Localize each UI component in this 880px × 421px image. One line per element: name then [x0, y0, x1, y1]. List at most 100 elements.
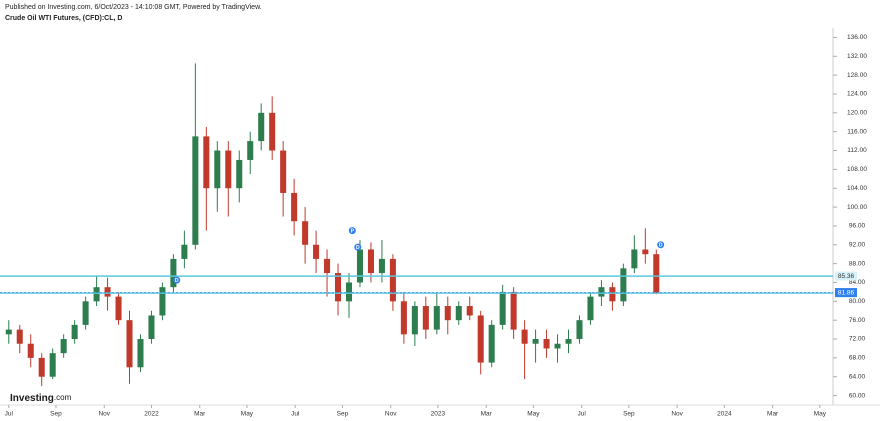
- candle-body: [258, 112, 265, 142]
- y-tick-label: 92.00: [849, 241, 866, 248]
- candle-body: [335, 273, 342, 302]
- y-tick-label: 64.00: [849, 373, 866, 380]
- candle-body: [477, 315, 484, 363]
- x-tick-label: 2023: [431, 411, 446, 418]
- candle-body: [170, 258, 177, 288]
- y-tick-label: 72.00: [849, 336, 866, 343]
- candle-body: [247, 141, 254, 160]
- x-tick-label: May: [241, 411, 254, 418]
- candle-body: [455, 306, 462, 321]
- x-tick-label: Mar: [481, 411, 493, 418]
- event-label: D: [356, 245, 360, 251]
- published-note: Published on Investing.com, 6/Oct/2023 -…: [5, 4, 262, 11]
- x-tick-label: Nov: [671, 411, 683, 418]
- logo: Investing.com: [10, 393, 72, 404]
- candle-body: [181, 244, 188, 259]
- candle-body: [280, 150, 287, 193]
- y-tick-label: 88.00: [849, 260, 866, 267]
- candle-body: [313, 244, 320, 259]
- x-tick-label: 2022: [144, 411, 159, 418]
- candle-body: [411, 306, 418, 335]
- y-tick-label: 116.00: [847, 128, 867, 135]
- candle-body: [49, 353, 56, 377]
- candle-body: [587, 296, 594, 321]
- y-tick-label: 136.00: [847, 34, 867, 41]
- x-tick-label: Jul: [578, 411, 587, 418]
- candle-body: [291, 192, 298, 222]
- candle-body: [400, 301, 407, 335]
- candle-body: [5, 329, 12, 335]
- candle-body: [60, 339, 67, 354]
- candle-body: [367, 249, 374, 274]
- last-price-box: [835, 288, 857, 298]
- candle-body: [126, 320, 133, 368]
- candle-body: [609, 287, 616, 302]
- logo-brand: Investing: [10, 393, 54, 404]
- y-tick-label: 112.00: [847, 147, 867, 154]
- candle-body: [543, 339, 550, 349]
- candle-body: [203, 136, 210, 189]
- candle-body: [93, 287, 100, 302]
- x-tick-label: Mar: [194, 411, 206, 418]
- level-label-box: [835, 271, 857, 281]
- candle-body: [159, 287, 166, 316]
- candle-body: [16, 329, 23, 344]
- y-tick-label: 96.00: [849, 223, 866, 230]
- chart-title: Crude Oil WTI Futures, (CFD):CL, D: [5, 15, 122, 22]
- y-tick-label: 108.00: [847, 166, 867, 173]
- candle-body: [576, 320, 583, 340]
- candle-body: [499, 291, 506, 325]
- candle-body: [137, 339, 144, 368]
- event-marker: [348, 227, 356, 235]
- candle-body: [620, 268, 627, 302]
- candle-body: [192, 136, 199, 245]
- y-tick-label: 76.00: [849, 317, 866, 324]
- y-tick-label: 120.00: [847, 110, 867, 117]
- candle-body: [433, 306, 440, 330]
- candle-body: [38, 357, 45, 377]
- x-tick-label: May: [527, 411, 540, 418]
- candle-body: [554, 343, 561, 349]
- candle-body: [27, 343, 34, 358]
- y-tick-label: 128.00: [847, 72, 867, 79]
- candle-body: [71, 324, 78, 340]
- candle-body: [598, 287, 605, 297]
- candle-body: [356, 249, 363, 283]
- candle-body: [214, 150, 221, 189]
- x-tick-label: Sep: [50, 411, 62, 418]
- candle-body: [104, 287, 111, 297]
- y-tick-label: 60.00: [849, 392, 866, 399]
- x-tick-label: Nov: [385, 411, 397, 418]
- event-marker: [657, 241, 665, 249]
- x-tick-label: May: [814, 411, 827, 418]
- candle-body: [521, 329, 528, 344]
- candle-body: [422, 306, 429, 330]
- logo-suffix: .com: [54, 393, 72, 402]
- x-tick-label: 2024: [717, 411, 732, 418]
- x-tick-label: Sep: [337, 411, 349, 418]
- y-tick-label: 68.00: [849, 355, 866, 362]
- candle-body: [389, 258, 396, 302]
- candle-body: [565, 339, 572, 344]
- candle-body: [302, 221, 309, 245]
- y-tick-label: 100.00: [847, 204, 867, 211]
- candle-body: [378, 258, 385, 274]
- candle-body: [324, 258, 331, 274]
- event-label: D: [175, 278, 179, 284]
- x-tick-label: Sep: [623, 411, 635, 418]
- candle-body: [225, 150, 232, 189]
- candle-body: [642, 249, 649, 255]
- y-tick-label: 124.00: [847, 91, 867, 98]
- y-tick-label: 132.00: [847, 53, 867, 60]
- candle-body: [236, 159, 243, 189]
- candle-body: [510, 291, 517, 330]
- candle-body: [345, 282, 353, 302]
- x-tick-label: Jul: [291, 411, 300, 418]
- event-marker: [354, 243, 362, 251]
- candle-body: [532, 339, 539, 344]
- candle-body: [488, 324, 495, 363]
- event-label: P: [351, 228, 355, 234]
- candle-body: [269, 112, 276, 151]
- candle-body: [631, 249, 638, 269]
